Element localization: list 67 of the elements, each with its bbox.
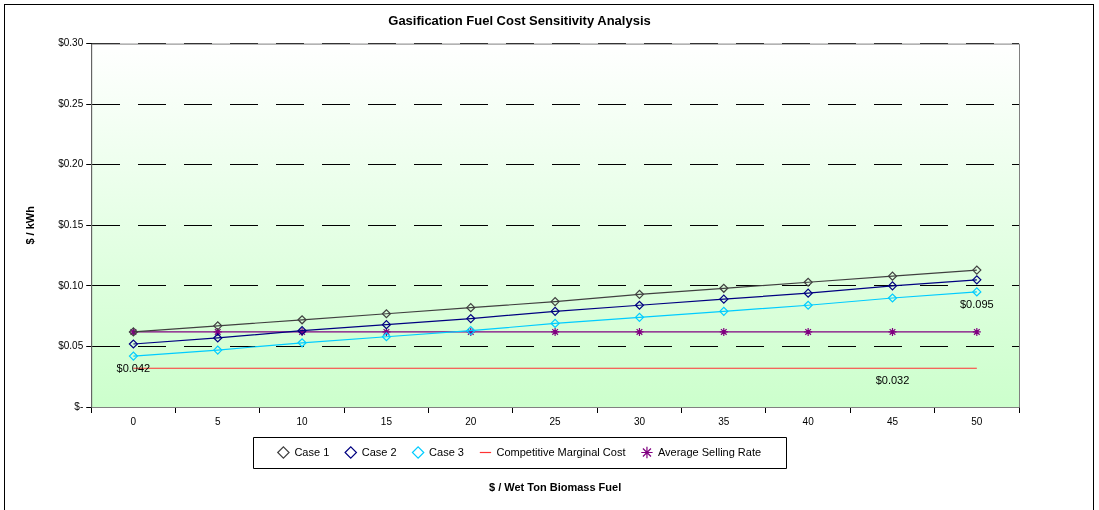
- point: [634, 289, 645, 299]
- x-tick-label: 50: [971, 415, 983, 427]
- y-tick-label: $0.05: [58, 340, 84, 352]
- point: [381, 332, 392, 342]
- point: [634, 300, 645, 310]
- point: [213, 345, 223, 355]
- point: [128, 339, 138, 349]
- point: [719, 306, 729, 316]
- point: [634, 312, 645, 322]
- point: [887, 281, 898, 291]
- point: [887, 327, 898, 337]
- y-tick-label: $0.30: [58, 37, 84, 49]
- x-tick-label: 0: [130, 415, 137, 427]
- point: [213, 321, 223, 331]
- point: [550, 318, 560, 329]
- point: [972, 275, 982, 285]
- point: [719, 294, 729, 304]
- y-tick-label: $0.15: [58, 219, 84, 231]
- point: [972, 287, 982, 297]
- point: [972, 265, 982, 275]
- point: [381, 309, 392, 319]
- x-tick-label: 10: [296, 415, 309, 427]
- x-tick-label: 40: [802, 415, 815, 427]
- y-tick-label: $0.25: [58, 97, 84, 109]
- point: [381, 327, 392, 337]
- point: [803, 300, 813, 310]
- y-tick-label: $-: [74, 400, 84, 412]
- legend-label: Competitive Marginal Cost: [496, 445, 626, 458]
- point: [213, 327, 223, 337]
- point: [297, 315, 307, 325]
- point: [803, 327, 813, 337]
- point: [719, 283, 729, 293]
- point: [466, 303, 476, 313]
- point: [550, 306, 560, 316]
- x-tick-label: 25: [549, 415, 562, 427]
- point: [972, 327, 982, 337]
- point: [803, 277, 813, 287]
- point: [213, 333, 223, 343]
- point: [466, 313, 476, 324]
- annotation: $0.095: [960, 297, 994, 310]
- y-axis-title: $ / kWh: [23, 205, 36, 245]
- x-tick-label: 30: [633, 415, 646, 427]
- x-tick-label: 20: [465, 415, 477, 427]
- y-tick-label: $0.20: [58, 158, 84, 170]
- annotation: $0.032: [875, 374, 910, 387]
- point: [381, 320, 392, 330]
- x-tick-label: 15: [380, 415, 393, 427]
- point: [128, 351, 138, 361]
- chart-title: Gasification Fuel Cost Sensitivity Analysis: [388, 13, 651, 29]
- x-tick-label: 35: [718, 415, 730, 427]
- point: [297, 338, 307, 348]
- point: [719, 327, 729, 337]
- point: [634, 327, 645, 337]
- point: [803, 288, 813, 298]
- legend-label: Case 2: [361, 445, 397, 458]
- point: [550, 297, 560, 307]
- legend-label: Case 1: [294, 445, 330, 458]
- point: [550, 327, 560, 337]
- legend-label: Average Selling Rate: [657, 445, 762, 458]
- x-tick-label: 5: [214, 415, 221, 427]
- x-axis-title: $ / Wet Ton Biomass Fuel: [488, 481, 622, 494]
- x-tick-label: 45: [886, 415, 899, 427]
- annotation: $0.042: [116, 362, 151, 375]
- legend-label: Case 3: [429, 445, 464, 458]
- point: [887, 293, 898, 303]
- y-tick-label: $0.10: [58, 279, 84, 291]
- point: [887, 271, 898, 281]
